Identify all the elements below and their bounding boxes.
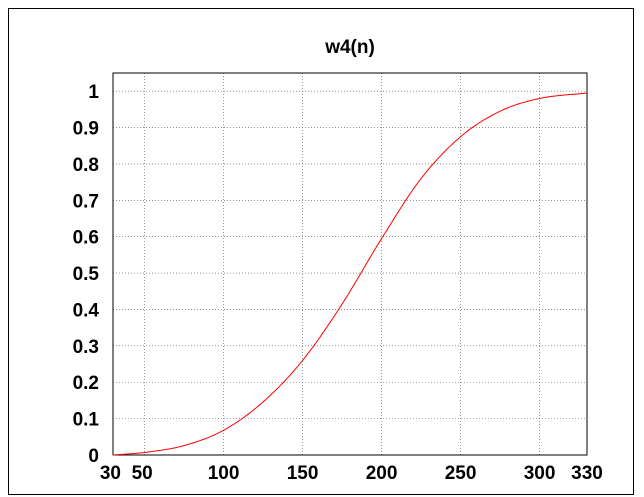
x-tick-label: 250 — [445, 463, 477, 484]
y-tick-label: 0.6 — [73, 228, 99, 249]
y-tick-label: 0.4 — [73, 300, 100, 321]
y-tick-label: 0.7 — [73, 191, 99, 212]
y-tick-label: 1 — [88, 82, 99, 103]
y-tick-label: 0.8 — [73, 155, 99, 176]
series-line-w4 — [112, 92, 588, 456]
plot-border — [112, 72, 588, 456]
y-tick-label: 0.1 — [73, 410, 100, 431]
chart-frame — [8, 8, 634, 495]
x-tick-label: 50 — [132, 463, 153, 484]
x-tick-label: 30 — [100, 463, 121, 484]
y-tick-label: 0.9 — [73, 119, 99, 140]
y-tick-label: 0.5 — [73, 264, 100, 285]
y-tick-label: 0 — [88, 446, 99, 467]
x-axis-ticks: 30 50 100 150 200 250 300 330 — [100, 463, 603, 484]
y-axis-ticks: 0 0.1 0.2 0.3 0.4 0.5 0.6 0.7 0.8 0.9 1 — [73, 82, 100, 467]
x-tick-label: 150 — [287, 463, 319, 484]
grid — [113, 73, 587, 456]
y-tick-label: 0.2 — [73, 373, 99, 394]
x-tick-label: 330 — [571, 463, 603, 484]
x-tick-label: 100 — [208, 463, 240, 484]
y-tick-label: 0.3 — [73, 337, 99, 358]
chart-title: w4(n) — [324, 37, 375, 58]
x-tick-label: 300 — [524, 463, 556, 484]
x-tick-label: 200 — [366, 463, 398, 484]
